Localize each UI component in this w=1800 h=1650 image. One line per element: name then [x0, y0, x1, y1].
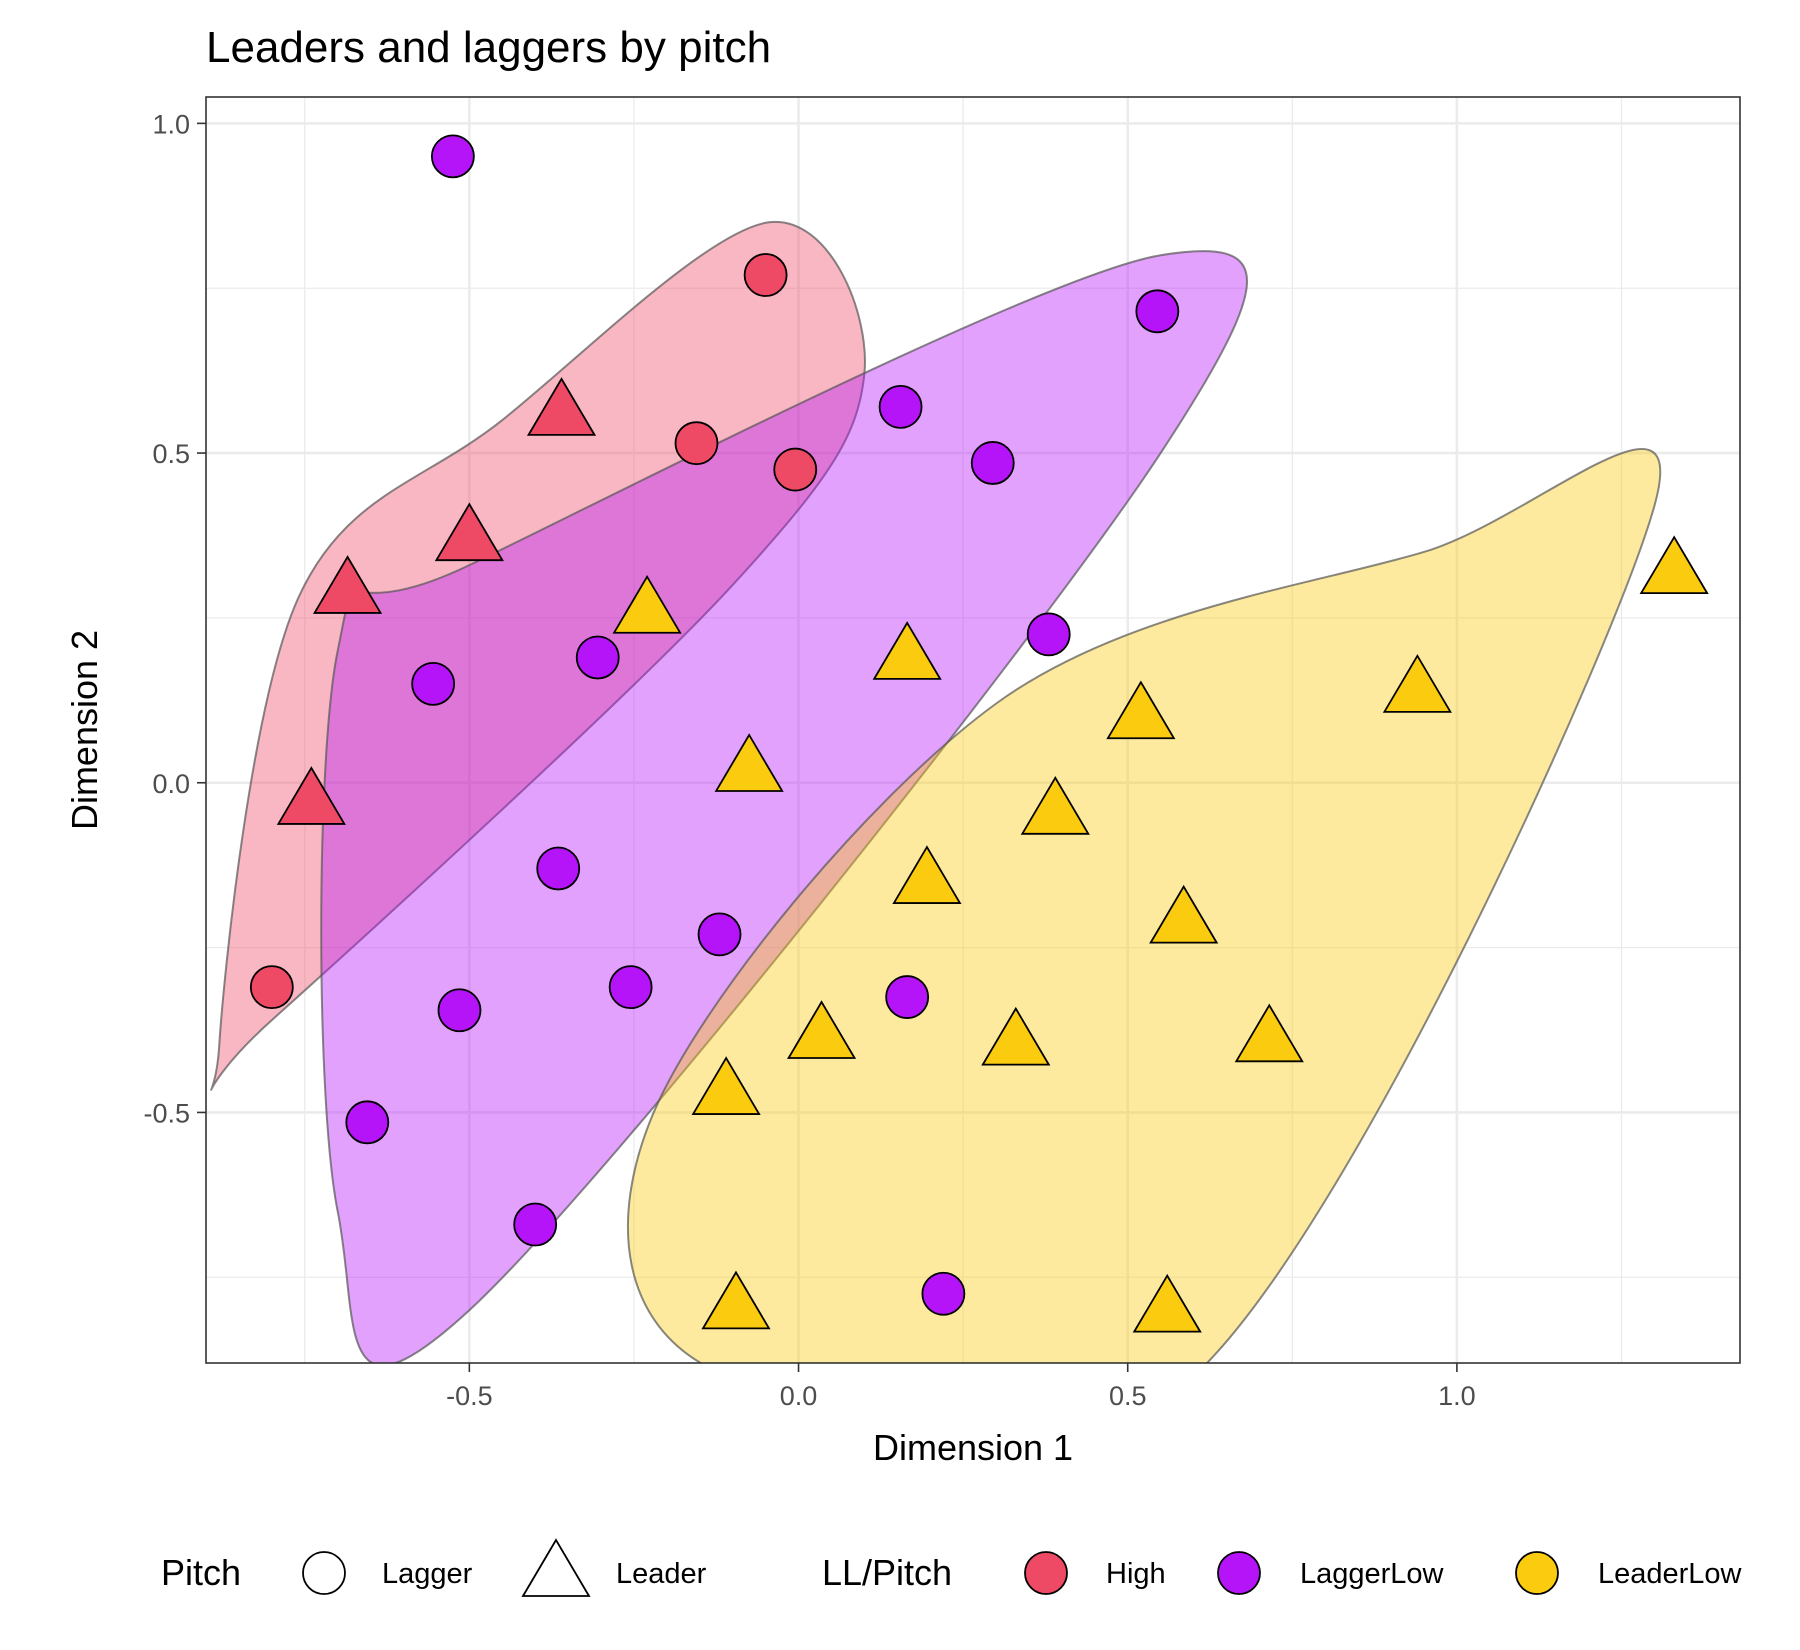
y-tick-label: -0.5 — [143, 1098, 190, 1128]
point-leaderlow-leader — [612, 574, 682, 634]
point-leaderlow-leader — [872, 621, 942, 680]
chart-title: Leaders and laggers by pitch — [206, 23, 771, 72]
point-laggerlow-lagger — [970, 441, 1015, 485]
legend-key-high — [1024, 1551, 1068, 1595]
legend-title-pitch: Pitch — [161, 1552, 241, 1593]
legend-key-leaderlow — [1515, 1551, 1559, 1595]
point-leaderlow-leader — [787, 1000, 857, 1059]
hull-leaderlow — [626, 448, 1662, 1363]
point-leaderlow-leader — [1020, 776, 1090, 835]
point-leaderlow-leader — [1234, 1003, 1304, 1063]
x-tick-label: 0.0 — [780, 1381, 818, 1411]
y-tick-label: 0.5 — [152, 439, 190, 469]
legend-label-lagger: Lagger — [382, 1558, 473, 1590]
x-tick-label: 1.0 — [1438, 1381, 1476, 1411]
point-laggerlow-lagger — [1135, 289, 1180, 334]
point-laggerlow-lagger — [885, 975, 930, 1019]
x-tick-label: 0.5 — [1109, 1381, 1147, 1411]
point-leaderlow-leader — [701, 1270, 771, 1330]
legend-key-leader — [521, 1538, 591, 1597]
point-laggerlow-lagger — [437, 988, 482, 1033]
point-leaderlow-leader — [981, 1006, 1051, 1066]
point-high-leader — [434, 502, 504, 562]
point-high-lagger — [674, 421, 719, 466]
point-laggerlow-lagger — [536, 846, 581, 891]
panel-border — [205, 96, 1741, 1364]
y-tick-label: 1.0 — [152, 109, 190, 139]
point-high-leader — [312, 555, 383, 614]
point-laggerlow-lagger — [697, 912, 742, 957]
legend-circle-icon — [302, 1551, 346, 1595]
point-leaderlow-leader — [1132, 1273, 1202, 1333]
point-high-lagger — [743, 253, 788, 297]
point-laggerlow-lagger — [878, 385, 923, 429]
point-leaderlow-leader — [1149, 884, 1219, 944]
point-laggerlow-lagger — [921, 1271, 966, 1316]
y-axis-title: Dimension 2 — [64, 630, 105, 830]
legend: Pitch Lagger Leader LL/Pitch High Lagger… — [161, 1538, 1743, 1597]
point-laggerlow-lagger — [608, 965, 653, 1010]
point-high-leader — [276, 766, 346, 825]
point-leaderlow-leader — [892, 845, 962, 904]
legend-label-laggerlow: LaggerLow — [1300, 1558, 1445, 1590]
legend-title-ll-pitch: LL/Pitch — [822, 1552, 952, 1593]
y-tick-label: 0.0 — [152, 769, 190, 799]
point-high-lagger — [249, 965, 294, 1010]
point-laggerlow-lagger — [430, 134, 475, 179]
point-laggerlow-lagger — [411, 661, 456, 706]
point-laggerlow-lagger — [513, 1202, 558, 1247]
axis-layer: -0.5 0.0 0.5 1.0 -0.5 0.0 0.5 1.0 — [143, 109, 1475, 1411]
point-laggerlow-lagger — [575, 635, 620, 680]
x-tick-label: -0.5 — [446, 1381, 493, 1411]
hull-layer — [210, 221, 1662, 1363]
legend-label-high: High — [1106, 1558, 1166, 1590]
point-high-lagger — [773, 447, 818, 492]
legend-key-laggerlow — [1217, 1551, 1261, 1595]
point-laggerlow-lagger — [345, 1100, 390, 1145]
point-leaderlow-leader — [1639, 535, 1709, 595]
point-leaderlow-leader — [1106, 680, 1176, 740]
legend-triangle-icon — [521, 1538, 591, 1597]
point-layer — [249, 134, 1709, 1333]
point-leaderlow-leader — [714, 733, 784, 792]
x-axis-title: Dimension 1 — [873, 1427, 1073, 1468]
hull-laggerlow — [320, 250, 1249, 1363]
point-leaderlow-leader — [1382, 654, 1452, 713]
point-laggerlow-lagger — [1026, 612, 1071, 657]
legend-label-leaderlow: LeaderLow — [1598, 1558, 1743, 1590]
point-leaderlow-leader — [691, 1056, 761, 1115]
legend-key-lagger — [302, 1551, 346, 1595]
legend-label-leader: Leader — [616, 1558, 707, 1590]
point-high-leader — [526, 377, 597, 436]
